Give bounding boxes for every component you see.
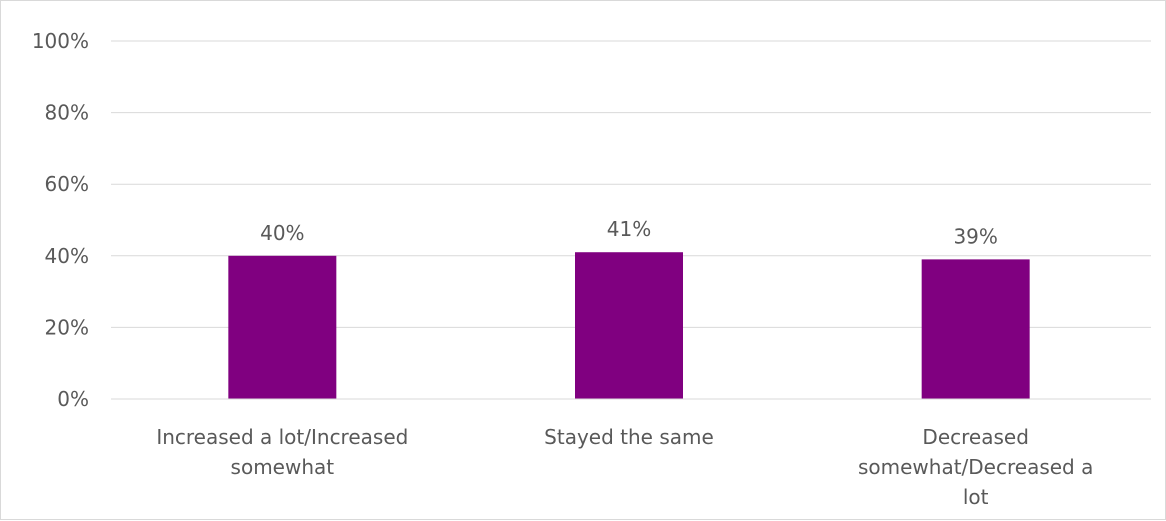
x-category-label-line: lot [963, 485, 989, 509]
y-tick-label: 100% [32, 29, 89, 53]
y-axis-tick-labels: 0% 20% 40% 60% 80% 100% [32, 29, 89, 411]
data-label: 40% [260, 221, 304, 245]
y-tick-label: 80% [45, 101, 89, 125]
y-tick-label: 0% [57, 387, 89, 411]
x-category-label: Increased a lot/Increased somewhat [156, 425, 408, 479]
bar [921, 259, 1030, 399]
x-axis-category-labels: Increased a lot/Increased somewhat Stayed … [156, 425, 1093, 509]
x-category-label-line: Increased a lot/Increased [156, 425, 408, 449]
y-tick-label: 40% [45, 244, 89, 268]
y-tick-label: 20% [45, 315, 89, 339]
bar [575, 252, 683, 399]
x-category-label: Decreased somewhat/Decreased a lot [858, 425, 1093, 509]
data-label: 41% [607, 217, 651, 241]
x-category-label-line: Stayed the same [544, 425, 714, 449]
bar [228, 255, 337, 399]
x-category-label-line: Decreased [922, 425, 1028, 449]
y-tick-label: 60% [45, 172, 89, 196]
x-category-label-line: somewhat [231, 455, 335, 479]
data-labels: 40% 41% 39% [260, 217, 998, 248]
data-label: 39% [953, 224, 997, 248]
x-category-label: Stayed the same [544, 425, 714, 449]
bars [228, 252, 1030, 399]
x-category-label-line: somewhat/Decreased a [858, 455, 1093, 479]
